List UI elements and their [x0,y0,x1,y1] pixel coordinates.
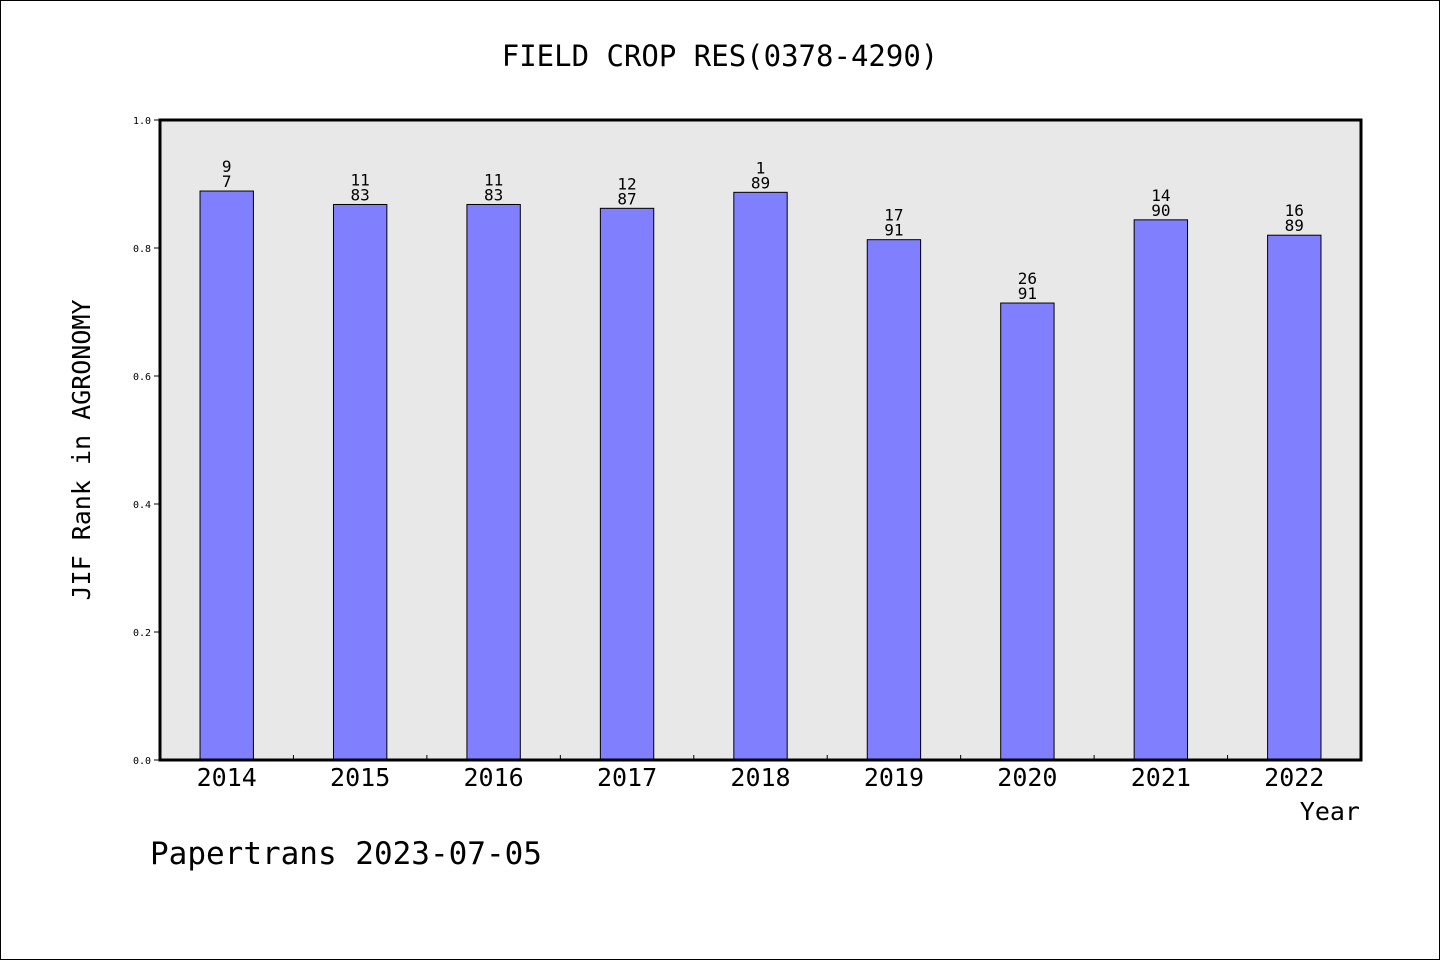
bar [199,190,254,761]
x-tick-label: 2018 [730,763,790,792]
bar [733,191,788,761]
bar-label-bottom: 91 [884,221,903,240]
bar-label-bottom: 89 [1285,216,1304,235]
bar-label-bottom: 87 [617,189,636,208]
bar-label-bottom: 89 [751,173,770,192]
y-tick-label: 1.0 [133,116,151,127]
bar-label-bottom: 7 [222,172,232,191]
footer-credit: Papertrans 2023-07-05 [150,836,542,872]
y-tick-label: 0.2 [133,628,151,639]
bar-label-top: 11 [484,170,503,189]
y-tick-label: 0.0 [133,756,151,767]
bar [466,203,521,761]
y-axis: 0.0 0.2 0.4 0.6 0.8 1.0 [133,116,160,767]
y-tick-label: 0.4 [133,500,151,511]
x-axis: 2014 2015 2016 2017 2018 2019 2020 2021 2022 [197,755,1324,792]
bar-label-top: 11 [351,170,370,189]
chart-title: FIELD CROP RES(0378-4290) [502,39,939,73]
bar [1267,234,1322,761]
plot-border [158,118,1363,762]
bar-label-top: 16 [1285,201,1304,220]
bar-label-bottom: 83 [351,185,370,204]
bar [1000,302,1055,761]
x-tick-label: 2020 [997,763,1057,792]
y-axis-label: JIF Rank in AGRONOMY [67,299,96,600]
x-tick-label: 2017 [597,763,657,792]
bar-label-top: 12 [617,174,636,193]
x-tick-label: 2022 [1264,763,1324,792]
bar-label-top: 26 [1018,269,1037,288]
bar [1133,219,1189,761]
x-tick-label: 2019 [864,763,924,792]
x-tick-label: 2021 [1131,763,1191,792]
bar [332,203,388,761]
bar-label-top: 17 [884,206,903,225]
bar-label-bottom: 91 [1018,284,1037,303]
x-tick-label: 2015 [330,763,390,792]
y-tick-label: 0.6 [133,372,151,383]
x-axis-label: Year [1300,797,1360,826]
bar-label-bottom: 90 [1151,201,1170,220]
y-tick-label: 0.8 [133,244,151,255]
x-tick-label: 2016 [464,763,524,792]
bar-label-top: 14 [1151,186,1170,205]
bar [599,207,655,761]
bar [866,239,922,761]
x-tick-label: 2014 [197,763,257,792]
bar-label-bottom: 83 [484,185,503,204]
bar-label-top: 1 [756,158,766,177]
bar-label-top: 9 [222,157,232,176]
